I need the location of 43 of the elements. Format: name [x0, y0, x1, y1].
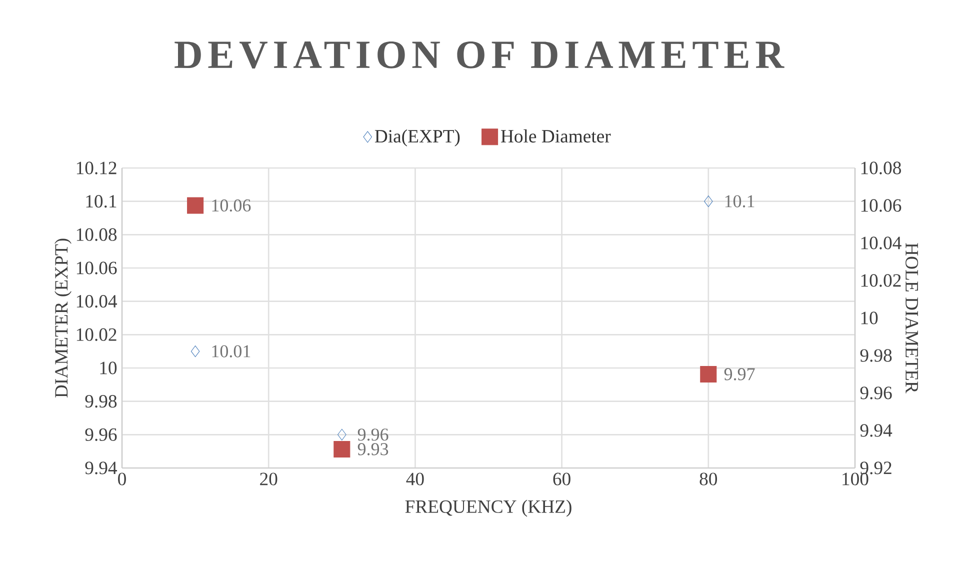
y-tick-label: 10.04: [76, 294, 118, 308]
x-tick-label: 80: [700, 472, 718, 486]
y-tick-label: 9.98: [85, 394, 117, 408]
x-tick-label: 100: [842, 472, 868, 486]
legend-label: Dia(EXPT): [374, 129, 460, 146]
y2-tick-label: 9.96: [860, 386, 892, 400]
y-tick-label: 10.1: [86, 194, 116, 208]
y-tick-label: 10.06: [76, 262, 117, 274]
chart-title: DEVIATION OF DIAMETER: [174, 41, 784, 69]
data-label: 9.97: [724, 368, 755, 380]
y-tick-label: 10.02: [76, 328, 116, 342]
point: [700, 366, 717, 383]
y-tick-label: 9.96: [85, 428, 117, 441]
point: [704, 196, 713, 208]
y-tick-label: 9.94: [85, 462, 118, 474]
y2-tick-label: 10.06: [861, 199, 902, 212]
data-label: 10.1: [725, 195, 754, 208]
y2-axis-title: HOLE DIAMETER: [906, 243, 918, 394]
x-tick-label: 40: [406, 472, 424, 486]
data-label: 9.96: [358, 428, 388, 441]
y2-tick-label: 10: [861, 312, 878, 324]
y2-tick-label: 9.92: [860, 462, 892, 474]
y-tick-label: 10.08: [76, 228, 117, 242]
data-label: 10.01: [212, 345, 250, 358]
y2-tick-label: 10.04: [861, 236, 902, 250]
y2-tick-label: 10.08: [861, 162, 901, 174]
y2-tick-label: 10.02: [861, 274, 901, 287]
y-tick-label: 10.12: [76, 162, 116, 174]
x-tick-label: 0: [118, 472, 126, 486]
data-label: 9.93: [358, 443, 388, 456]
y2-tick-label: 9.94: [860, 424, 892, 437]
legend-label: Hole Diameter: [500, 129, 611, 143]
data-label: 10.06: [212, 199, 251, 212]
x-tick-label: 20: [260, 472, 278, 486]
point: [338, 428, 346, 440]
point: [190, 346, 200, 358]
point: [334, 440, 350, 458]
x-tick-label: 60: [553, 472, 570, 486]
y-axis-title: DIAMETER (EXPT): [54, 238, 72, 398]
y2-tick-label: 9.98: [860, 349, 892, 362]
y-tick-label: 10: [100, 362, 117, 374]
x-axis-title: FREQUENCY (KHZ): [405, 500, 572, 517]
point: [187, 197, 204, 214]
